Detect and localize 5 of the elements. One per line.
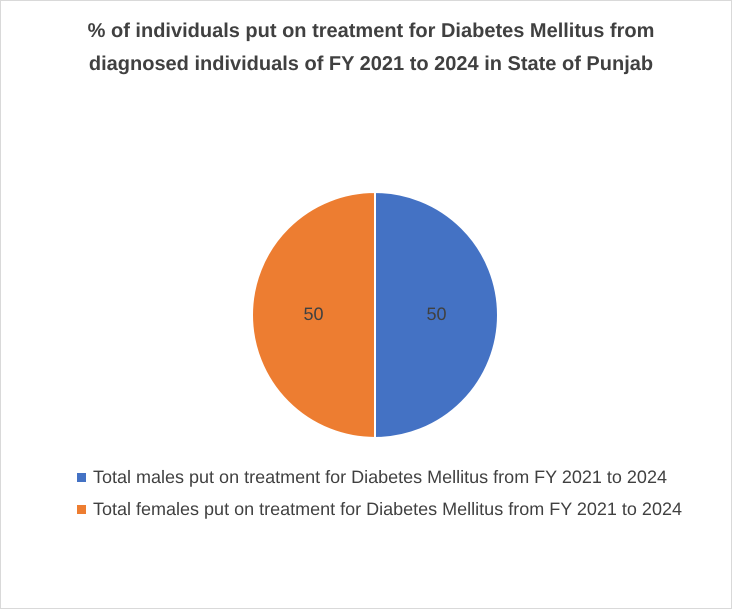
data-label: 50 — [426, 304, 447, 324]
legend-label: Total females put on treatment for Diabetes Mellitus from FY 2021 to 2024 — [93, 499, 682, 519]
chart-title: % of individuals put on treatment for Diabetes Mellitus from diagnosed individuals of FY 2021 to 2024 in State of Punjab — [86, 19, 656, 77]
data-label: 50 — [303, 304, 324, 324]
legend-label: Total males put on treatment for Diabetes Mellitus from FY 2021 to 2024 — [93, 467, 667, 487]
